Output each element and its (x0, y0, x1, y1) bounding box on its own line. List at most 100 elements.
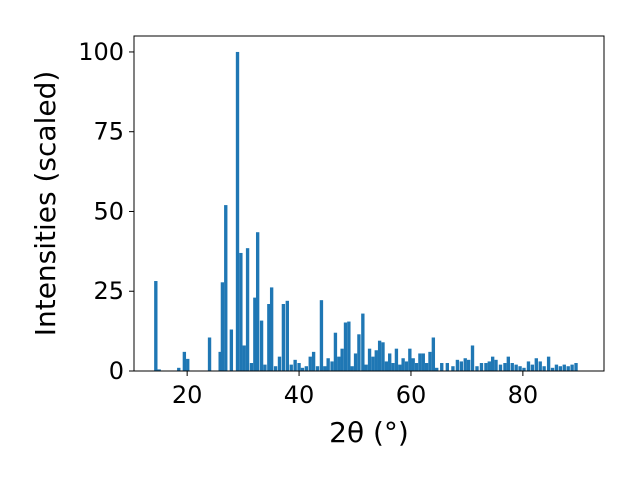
bar-79 (487, 361, 491, 371)
bar-51 (381, 342, 385, 371)
bar-54 (391, 363, 395, 371)
bar-9 (229, 329, 234, 371)
bar-0 (154, 281, 158, 371)
bar-15 (253, 297, 257, 371)
bar-4 (186, 358, 190, 371)
bar-17 (259, 320, 264, 371)
x-tick-label: 20 (172, 381, 203, 409)
bar-99 (566, 366, 570, 371)
bar-3 (182, 351, 187, 371)
bar-22 (277, 356, 282, 371)
bar-7 (220, 282, 225, 371)
bar-84 (506, 356, 510, 371)
bar-49 (374, 350, 378, 371)
bar-38 (337, 356, 341, 371)
bar-1 (157, 369, 161, 371)
bar-8 (224, 205, 228, 371)
bar-71 (455, 359, 460, 371)
bar-67 (435, 367, 439, 371)
bar-28 (300, 367, 305, 371)
bar-56 (398, 364, 402, 371)
bar-97 (558, 366, 563, 371)
bar-2 (177, 367, 181, 371)
bar-57 (401, 358, 405, 371)
bar-98 (562, 364, 566, 371)
bar-11 (239, 252, 243, 371)
plot-frame (133, 35, 605, 372)
bar-40 (343, 322, 348, 371)
bar-59 (408, 348, 412, 371)
bar-29 (304, 366, 309, 371)
bar-26 (293, 359, 297, 371)
bar-70 (451, 366, 455, 371)
bar-62 (418, 353, 422, 371)
bar-89 (526, 361, 531, 371)
y-tick-label: 50 (93, 197, 124, 225)
bar-74 (466, 359, 471, 371)
bar-32 (315, 366, 320, 371)
bar-69 (445, 363, 450, 371)
bar-72 (459, 361, 463, 371)
bar-12 (242, 345, 246, 371)
bar-10 (235, 51, 240, 371)
x-tick-label: 60 (396, 381, 427, 409)
bar-30 (308, 356, 312, 371)
x-axis-label: 2θ (°) (329, 416, 409, 449)
bar-64 (424, 363, 429, 371)
bar-34 (323, 366, 327, 371)
y-axis-label: Intensities (scaled) (29, 71, 62, 337)
bar-14 (249, 363, 254, 371)
bar-37 (333, 332, 338, 371)
x-tick-label: 40 (284, 381, 315, 409)
bar-23 (281, 304, 286, 371)
bar-60 (411, 358, 415, 371)
bar-86 (514, 364, 518, 371)
bar-47 (367, 348, 372, 371)
bar-88 (522, 367, 526, 371)
bar-58 (404, 361, 409, 371)
bar-66 (431, 337, 436, 371)
bar-5 (207, 337, 212, 371)
bar-21 (273, 366, 278, 371)
bar-39 (340, 348, 344, 371)
bar-35 (326, 358, 330, 371)
bar-27 (297, 363, 301, 371)
bar-25 (289, 364, 293, 371)
bar-101 (574, 363, 578, 371)
bar-52 (384, 361, 389, 371)
y-axis-ticks: 0 25 50 75 100 (78, 38, 134, 385)
bar-31 (311, 351, 316, 371)
y-tick-label: 25 (93, 277, 124, 305)
bar-24 (285, 300, 289, 371)
bar-96 (554, 364, 559, 371)
bar-91 (534, 358, 538, 371)
bar-53 (388, 353, 392, 371)
bar-80 (490, 356, 495, 371)
y-tick-label: 75 (93, 118, 124, 146)
bar-50 (377, 340, 382, 371)
x-axis-ticks: 20 40 60 80 (172, 371, 538, 409)
bar-65 (428, 351, 432, 371)
bar-95 (550, 367, 555, 371)
bar-48 (371, 356, 375, 371)
bar-78 (484, 363, 488, 371)
bar-41 (347, 321, 351, 371)
bar-93 (542, 366, 546, 371)
bar-77 (479, 363, 484, 371)
y-tick-label: 100 (78, 38, 124, 66)
bar-83 (503, 363, 507, 371)
bar-44 (357, 334, 361, 371)
bar-82 (498, 364, 503, 371)
bar-42 (350, 366, 354, 371)
bar-90 (530, 364, 535, 371)
bar-100 (570, 364, 574, 371)
bar-43 (353, 353, 358, 371)
bar-73 (463, 358, 467, 371)
bar-19 (267, 304, 271, 371)
bar-33 (319, 300, 324, 371)
bar-series (154, 51, 578, 371)
bar-20 (269, 287, 274, 371)
bar-63 (421, 353, 425, 371)
bar-46 (364, 364, 368, 371)
